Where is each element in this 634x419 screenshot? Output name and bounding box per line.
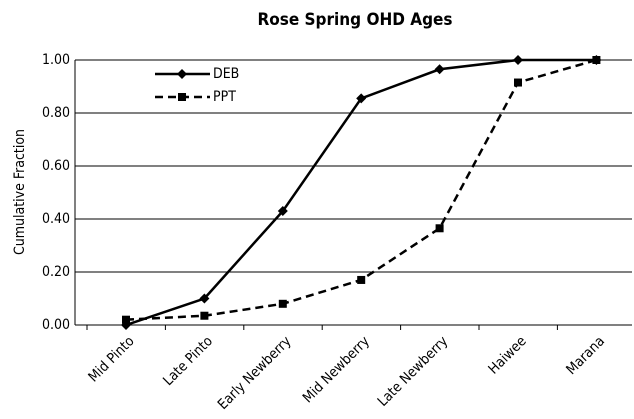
- y-tick-label: 0.60: [42, 158, 70, 174]
- marker: [122, 315, 130, 324]
- legend-label: DEB: [213, 66, 239, 82]
- y-axis-label: Cumulative Fraction: [12, 129, 28, 255]
- chart-title: Rose Spring OHD Ages: [257, 10, 452, 30]
- marker: [435, 224, 444, 233]
- marker: [434, 64, 445, 75]
- marker: [199, 293, 210, 304]
- x-tick-label: Mid Pinto: [85, 333, 137, 385]
- marker: [200, 311, 209, 320]
- y-tick-label: 1.00: [42, 52, 70, 68]
- marker: [514, 78, 522, 87]
- marker: [513, 55, 523, 65]
- marker: [178, 93, 186, 101]
- legend-label: PPT: [213, 89, 236, 105]
- x-tick-label: Haiwee: [485, 333, 529, 377]
- y-tick-label: 0.40: [42, 211, 70, 227]
- marker: [278, 299, 287, 308]
- x-tick-label: Marana: [563, 333, 608, 378]
- x-tick-label: Late Pinto: [160, 333, 216, 389]
- y-tick-label: 0.00: [42, 317, 70, 333]
- y-tick-label: 0.20: [42, 264, 70, 280]
- x-tick-label: Mid Newberry: [300, 333, 373, 406]
- marker: [356, 93, 367, 104]
- y-tick-label: 0.80: [42, 105, 70, 121]
- x-tick-label: Early Newberry: [215, 333, 295, 413]
- marker: [277, 206, 288, 217]
- marker: [357, 275, 366, 284]
- x-tick-label: Late Newberry: [375, 333, 452, 410]
- marker: [177, 69, 187, 79]
- marker: [592, 56, 601, 64]
